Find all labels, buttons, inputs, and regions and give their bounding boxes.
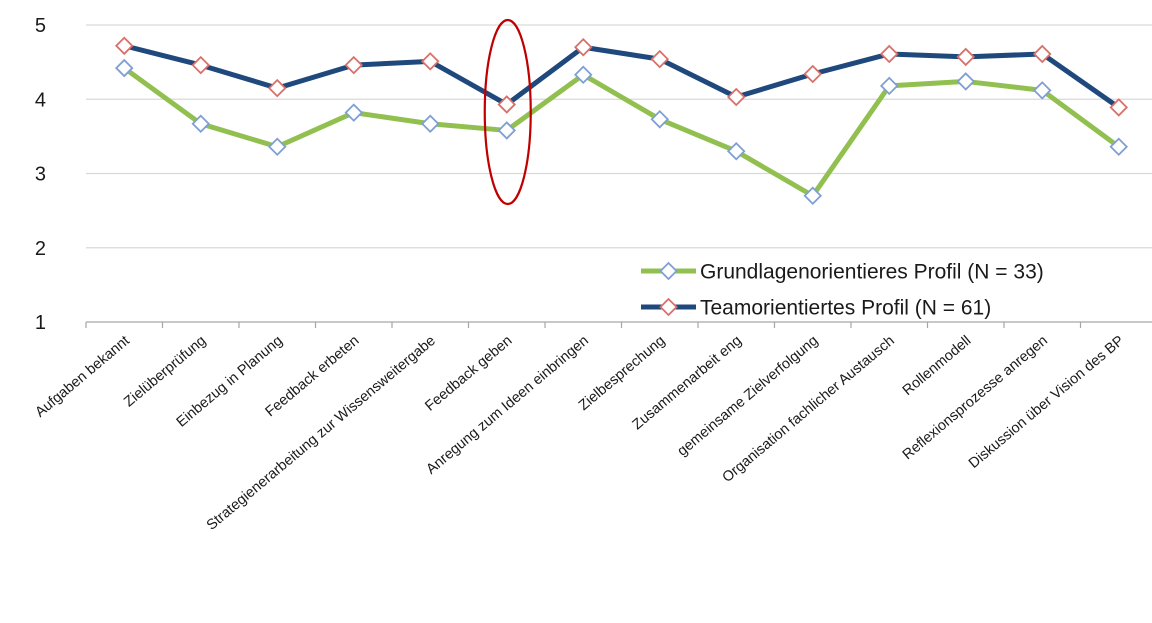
data-point: [803, 186, 823, 206]
data-point: [573, 65, 593, 85]
data-point: [1109, 137, 1129, 157]
y-tick-label: 5: [35, 15, 46, 37]
x-tick-label: Aufgaben bekannt: [32, 333, 132, 421]
y-tick-label: 4: [35, 89, 46, 111]
series-line-1: [121, 65, 1122, 199]
legend: Grundlagenorientieres Profil (N = 33) Tea…: [641, 261, 1044, 320]
legend-label: Teamorientiertes Profil (N = 61): [700, 297, 991, 320]
legend-label: Grundlagenorientieres Profil (N = 33): [700, 261, 1044, 284]
data-point: [650, 110, 670, 129]
series-lines: [121, 43, 1122, 199]
data-point: [650, 49, 670, 69]
data-point: [344, 55, 364, 75]
data-point: [956, 47, 976, 67]
data-point: [879, 76, 899, 96]
data-point: [267, 78, 287, 98]
y-tick-label: 2: [35, 238, 46, 260]
x-tick-label: Organisation fachlicher Austausch: [720, 333, 898, 486]
x-tick-label: Anregung zum Ideen einbringen: [423, 333, 591, 478]
data-point: [573, 38, 593, 57]
data-point: [267, 137, 287, 157]
data-point: [1032, 81, 1052, 100]
data-point: [726, 141, 746, 161]
x-tick-label: Diskussion über Vision des BP: [966, 333, 1127, 472]
data-point: [420, 114, 440, 134]
series-line-2: [121, 43, 1122, 110]
data-point: [879, 44, 899, 64]
data-point: [191, 114, 211, 134]
annotations: [483, 18, 532, 206]
data-point: [114, 36, 134, 56]
data-point: [114, 58, 134, 78]
x-tick-label: Rollenmodell: [900, 333, 975, 399]
gridlines: [86, 24, 1152, 249]
data-point: [191, 55, 211, 75]
y-tick-label: 1: [35, 312, 46, 334]
data-point: [497, 95, 517, 114]
data-point: [420, 52, 440, 71]
data-point: [803, 64, 823, 84]
legend-marker-2: [659, 297, 678, 317]
data-point: [726, 87, 746, 107]
data-point: [956, 72, 976, 91]
series-markers: [114, 36, 1129, 206]
data-point: [1109, 98, 1129, 117]
data-point: [1032, 44, 1052, 64]
data-point: [497, 121, 517, 140]
x-tick-label: gemeinsame Zielverfolgung: [675, 333, 822, 460]
x-tick-label: Reflexionsprozesse anregen: [900, 333, 1051, 463]
y-tick-label: 3: [35, 164, 46, 186]
data-point: [344, 103, 364, 122]
highlight-ellipse: [483, 18, 532, 206]
legend-marker-1: [659, 261, 678, 281]
